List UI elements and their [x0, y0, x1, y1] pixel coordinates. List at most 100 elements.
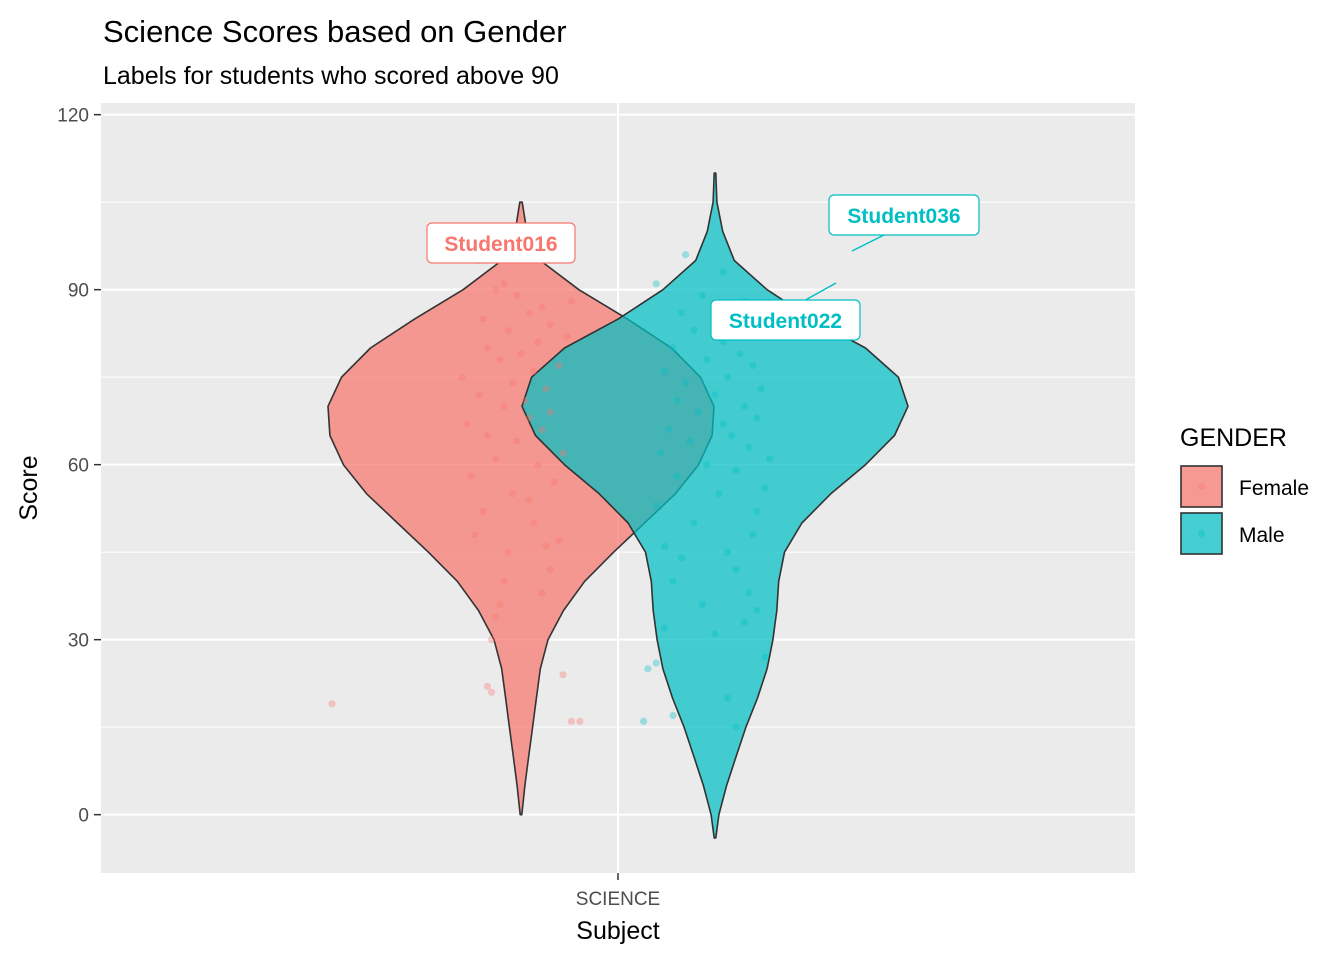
data-point — [728, 431, 736, 440]
legend-label-female: Female — [1239, 477, 1309, 500]
data-point — [652, 280, 660, 288]
data-point — [521, 396, 529, 405]
data-point — [458, 373, 466, 381]
data-point — [703, 356, 711, 364]
y-tick-label: 0 — [78, 806, 89, 827]
chart-subtitle: Labels for students who scored above 90 — [103, 62, 559, 90]
data-point — [749, 361, 757, 370]
data-point — [534, 338, 542, 346]
data-point — [719, 268, 728, 276]
data-point — [669, 577, 677, 585]
data-point — [328, 700, 336, 708]
data-point — [500, 402, 508, 410]
y-tick-label: 30 — [68, 631, 89, 652]
data-point — [673, 472, 681, 480]
y-tick-label: 60 — [68, 456, 89, 477]
data-point — [555, 536, 563, 545]
data-point — [640, 717, 648, 725]
data-point — [690, 519, 698, 527]
data-point — [479, 315, 487, 323]
data-point — [525, 414, 534, 422]
data-point — [711, 391, 719, 399]
data-point — [694, 408, 702, 416]
legend-key-male — [1180, 512, 1223, 555]
data-point — [530, 367, 538, 375]
callout-leader — [851, 234, 885, 252]
data-point — [732, 723, 740, 731]
data-point — [719, 420, 728, 428]
y-tick-label: 120 — [57, 106, 89, 127]
data-point — [686, 437, 694, 445]
data-point — [488, 636, 496, 644]
jitter-points-layer — [328, 251, 774, 731]
data-point — [504, 548, 512, 556]
data-point — [740, 402, 749, 410]
legend-title: GENDER — [1180, 424, 1287, 452]
callout-leader — [805, 282, 837, 301]
legend-label-male: Male — [1239, 524, 1285, 547]
data-point — [732, 466, 740, 475]
data-point — [652, 501, 660, 510]
data-point — [753, 414, 761, 422]
data-point — [555, 361, 563, 370]
data-point — [682, 251, 690, 259]
data-point — [475, 391, 483, 399]
data-point — [757, 385, 765, 393]
data-point — [698, 601, 707, 609]
data-point — [492, 455, 500, 463]
data-point — [766, 455, 774, 463]
callout-label: Student036 — [847, 205, 960, 228]
legend-key-point — [1197, 529, 1206, 538]
data-point — [508, 379, 517, 387]
data-point — [508, 490, 517, 498]
data-point — [538, 303, 546, 311]
x-tick-label: SCIENCE — [576, 889, 660, 910]
data-point — [488, 688, 496, 696]
label-callouts-layer: Student016 Student036 Student022 — [426, 194, 980, 341]
data-point — [530, 519, 538, 527]
x-axis: SCIENCE — [576, 873, 660, 910]
data-point — [542, 385, 550, 393]
data-point — [467, 472, 475, 480]
data-point — [559, 671, 567, 679]
y-axis-title: Score — [15, 455, 43, 520]
data-point — [669, 344, 677, 352]
legend: GENDER Female Male — [1180, 424, 1309, 555]
data-point — [525, 309, 534, 317]
data-point — [559, 449, 567, 457]
data-point — [479, 507, 487, 515]
y-axis: 0 30 60 90 120 — [57, 106, 101, 827]
data-point — [740, 618, 749, 626]
legend-key-point — [1197, 482, 1206, 491]
data-point — [749, 531, 757, 539]
data-point — [715, 490, 723, 498]
data-point — [745, 443, 753, 451]
data-point — [711, 630, 719, 638]
data-point — [517, 350, 525, 358]
data-point — [690, 326, 698, 335]
data-point — [761, 653, 770, 661]
data-point — [538, 426, 546, 434]
data-point — [546, 408, 555, 416]
data-point — [724, 548, 732, 556]
callout-box — [828, 194, 980, 236]
data-point — [661, 542, 669, 550]
data-point — [542, 542, 550, 550]
data-point — [551, 478, 559, 486]
data-point — [698, 291, 707, 300]
data-point — [492, 286, 500, 294]
data-point — [462, 420, 470, 428]
data-point — [492, 612, 500, 620]
data-point — [563, 332, 571, 340]
data-point — [661, 367, 669, 375]
data-point — [500, 280, 508, 288]
callout-box — [426, 222, 576, 264]
y-tick-label: 90 — [68, 281, 89, 302]
legend-key-female — [1180, 465, 1223, 508]
data-point — [567, 297, 576, 305]
x-axis-title: Subject — [576, 917, 659, 945]
data-point — [669, 711, 677, 720]
data-point — [538, 589, 546, 597]
data-point — [500, 577, 508, 585]
